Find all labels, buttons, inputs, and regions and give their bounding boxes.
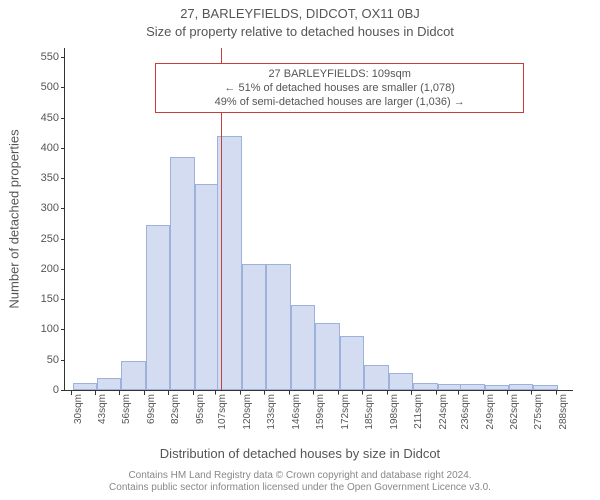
x-tick: 69sqm [146,394,157,424]
histogram-bar [146,225,170,390]
histogram-bar [509,384,533,390]
histogram-bar [460,384,484,390]
histogram-bar [438,384,462,390]
annotation-line: 27 BARLEYFIELDS: 109sqm [162,67,517,81]
title-address: 27, BARLEYFIELDS, DIDCOT, OX11 0BJ [0,6,600,21]
y-tick: 100 [41,323,59,335]
histogram-bar [73,383,97,390]
y-tick: 300 [41,202,59,214]
histogram-bar [97,378,121,390]
x-tick: 133sqm [266,394,277,430]
x-tick: 159sqm [315,394,326,430]
y-tick: 350 [41,172,59,184]
x-tick: 146sqm [291,394,302,430]
x-tick: 185sqm [364,394,375,430]
x-tick: 249sqm [485,394,496,430]
y-axis-label: Number of detached properties [7,129,22,308]
x-tick: 198sqm [389,394,400,430]
x-tick: 95sqm [195,394,206,424]
x-tick: 56sqm [121,394,132,424]
annotation-line: ← 51% of detached houses are smaller (1,… [162,81,517,95]
x-tick: 30sqm [73,394,84,424]
x-tick: 288sqm [558,394,569,430]
y-tick: 150 [41,293,59,305]
histogram-bar [266,264,290,390]
histogram-bar [315,323,339,390]
histogram-bar [485,385,509,390]
y-tick: 200 [41,263,59,275]
histogram-bar [291,305,315,390]
histogram-bar [242,264,266,390]
x-tick: 82sqm [170,394,181,424]
histogram-bar [340,336,364,390]
x-tick: 120sqm [242,394,253,430]
histogram-bar [195,184,219,390]
histogram-bar [121,361,145,390]
histogram-plot: 05010015020025030035040045050055030sqm43… [64,48,573,391]
attribution-line-1: Contains HM Land Registry data © Crown c… [0,470,600,482]
histogram-bar [170,157,194,390]
x-tick: 43sqm [97,394,108,424]
histogram-bar [364,365,388,390]
attribution-text: Contains HM Land Registry data © Crown c… [0,470,600,494]
x-tick: 211sqm [413,394,424,429]
x-axis-label: Distribution of detached houses by size … [0,446,600,461]
histogram-bar [533,385,557,390]
x-tick: 172sqm [340,394,351,430]
y-tick: 500 [41,81,59,93]
x-tick: 262sqm [509,394,520,430]
attribution-line-2: Contains public sector information licen… [0,482,600,494]
y-tick: 400 [41,142,59,154]
annotation-box: 27 BARLEYFIELDS: 109sqm← 51% of detached… [155,63,524,113]
y-tick: 450 [41,112,59,124]
y-tick: 250 [41,233,59,245]
y-tick: 0 [53,384,59,396]
histogram-bar [389,373,413,390]
x-tick: 224sqm [438,394,449,430]
title-subtitle: Size of property relative to detached ho… [0,24,600,39]
y-tick: 50 [47,354,59,366]
annotation-line: 49% of semi-detached houses are larger (… [162,95,517,109]
y-tick: 550 [41,51,59,63]
x-tick: 107sqm [217,394,228,430]
x-tick: 236sqm [460,394,471,430]
x-tick: 275sqm [533,394,544,430]
histogram-bar [413,383,437,390]
